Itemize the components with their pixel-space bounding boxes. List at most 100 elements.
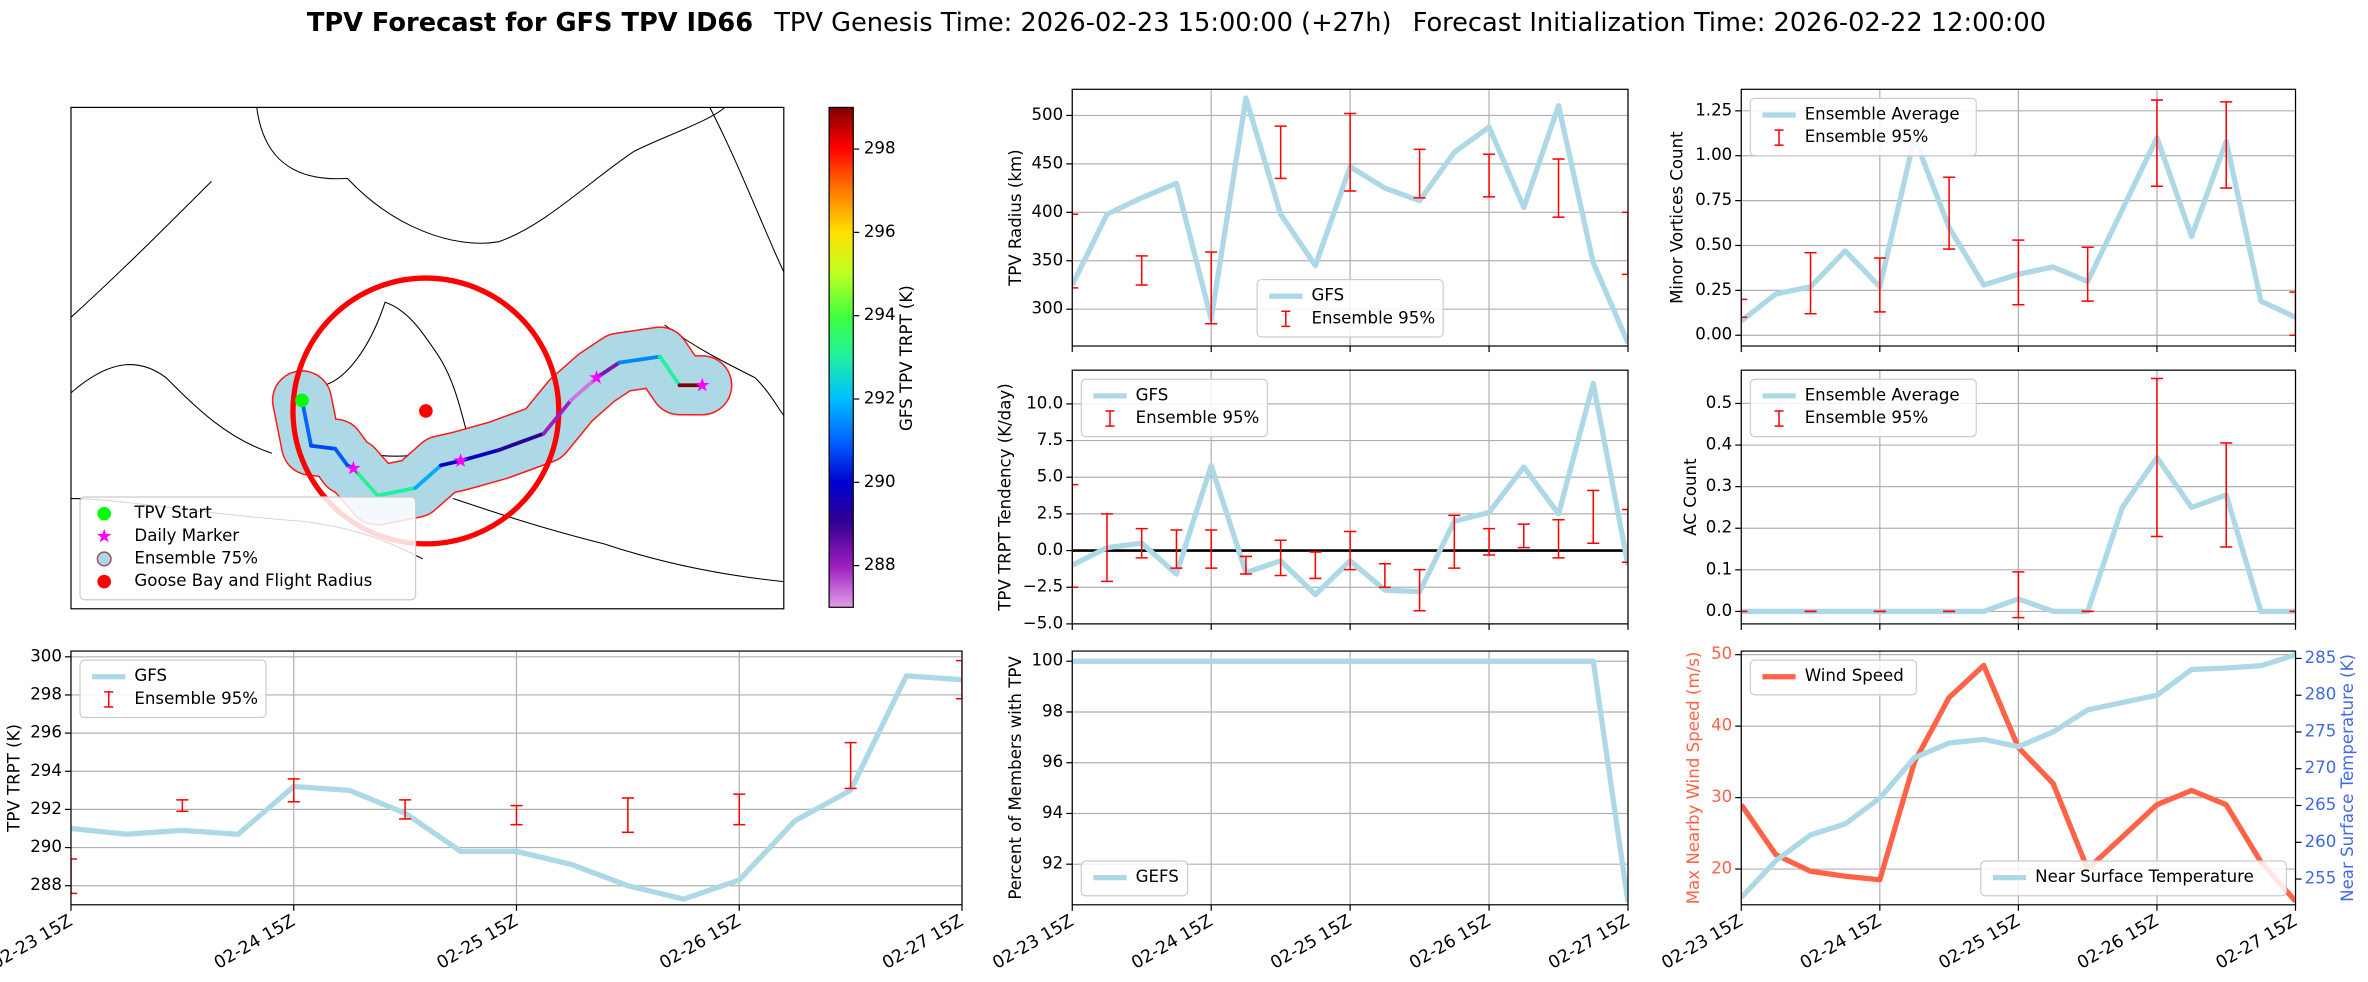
y-tick-label: 20 <box>1711 859 1732 878</box>
plot-area <box>70 659 962 902</box>
axes-frame <box>70 650 963 906</box>
legend-label: Wind Speed <box>1805 666 1904 685</box>
legend-label: GEFS <box>1136 867 1179 886</box>
error-bar <box>1943 176 1956 250</box>
y-tick-label: 0.4 <box>1706 435 1732 454</box>
legend-label: GFS <box>1311 286 1344 305</box>
daily-marker <box>695 377 710 392</box>
legend-marker <box>97 506 111 521</box>
error-bar <box>1804 251 1817 315</box>
x-tick-label: 02-27 15Z <box>2213 911 2301 973</box>
y-axis-label: Percent of Members with TPV <box>1006 656 1025 900</box>
legend-label: Goose Bay and Flight Radius <box>134 571 372 590</box>
y-tick-label: 50 <box>1711 644 1732 663</box>
y-tick-label: −2.5 <box>1023 577 1063 596</box>
y-tick-label: 30 <box>1711 787 1732 806</box>
x-tick-label: 02-24 15Z <box>1128 911 1216 973</box>
plot-area <box>1072 658 1628 903</box>
coastline <box>452 498 784 583</box>
y-tick-label: 0.0 <box>1706 601 1732 620</box>
legend-label: TPV Start <box>133 503 212 522</box>
y-tick-label: 0.50 <box>1695 235 1732 254</box>
legend-box <box>1080 378 1268 438</box>
plot-area <box>1072 380 1628 612</box>
error-bar <box>1483 527 1496 556</box>
error-bar <box>2012 239 2025 306</box>
daily-marker <box>453 453 468 467</box>
error-bar <box>1621 211 1628 276</box>
y-tick-label: 7.5 <box>1037 430 1063 449</box>
axes-frame <box>1740 369 2297 625</box>
y-tick-label: −5.0 <box>1023 613 1063 632</box>
error-bar <box>621 797 634 834</box>
y-tick-label: 1.00 <box>1695 145 1732 164</box>
error-bar <box>844 741 857 790</box>
track-segment <box>333 446 350 468</box>
series-line <box>1072 658 1628 903</box>
title: TPV Forecast for GFS TPV ID66 <box>307 7 753 37</box>
plot-area <box>1741 377 2296 619</box>
daily-marker <box>346 460 361 475</box>
error-bar <box>2012 571 2025 619</box>
y-tick-label: 100 <box>1031 651 1063 670</box>
y-tick-label: 1.25 <box>1695 100 1732 119</box>
colorbar-tick-label: 298 <box>864 139 896 158</box>
legend-marker <box>97 574 111 589</box>
y-axis-label: TPV TRPT (K) <box>5 724 24 833</box>
legend-box <box>1749 97 1977 157</box>
error-bar <box>287 778 300 803</box>
y-tick-label: 0.1 <box>1706 559 1732 578</box>
colorbar-label: GFS TPV TRPT (K) <box>897 285 916 431</box>
legend-label: Near Surface Temperature <box>2035 867 2254 886</box>
figure-title: TPV Forecast for GFS TPV ID66 TPV Genesis… <box>307 7 2046 37</box>
x-tick-label: 02-26 15Z <box>656 911 744 973</box>
x-tick-label: 02-27 15Z <box>1545 911 1633 973</box>
axes-frame <box>1071 369 1629 625</box>
y-axis-label: AC Count <box>1681 458 1700 536</box>
colorbar-tick-label: 290 <box>864 472 896 491</box>
x-tick-label: 02-24 15Z <box>211 911 299 973</box>
y-axis-label: TPV TRPT Tendency (K/day) <box>995 383 1014 612</box>
error-bar <box>2220 442 2233 548</box>
legend-label: Ensemble 95% <box>1805 408 1929 427</box>
track-segment <box>617 354 662 365</box>
legend-label: Ensemble 95% <box>1311 308 1435 327</box>
y-tick-label: 94 <box>1042 803 1063 822</box>
error-bar <box>70 858 78 895</box>
coastline <box>664 107 784 416</box>
error-bar <box>955 659 962 700</box>
y2-axis-label: Near Surface Temperature (K) <box>2338 654 2357 902</box>
error-bar <box>733 793 746 826</box>
y-tick-label: 296 <box>30 723 62 742</box>
y-tick-label: 98 <box>1042 701 1063 720</box>
legend-box <box>79 659 267 719</box>
y-tick-label: 450 <box>1031 153 1063 172</box>
error-bar <box>1205 529 1218 569</box>
track-segment <box>375 486 418 498</box>
x-tick-label: 02-25 15Z <box>1267 911 1355 973</box>
y-tick-label: 298 <box>30 684 62 703</box>
axes-frame <box>1071 88 1629 347</box>
tpv-start <box>295 393 309 408</box>
y-tick-label: 300 <box>1031 299 1063 318</box>
y-tick-label: 10.0 <box>1026 393 1063 412</box>
coastline <box>256 107 726 244</box>
y-tick-label: 280 <box>2305 685 2337 704</box>
track-segment <box>658 354 682 388</box>
error-bar <box>1344 112 1357 192</box>
legend-label: Daily Marker <box>134 526 239 545</box>
error-bar <box>2150 99 2163 187</box>
map-frame <box>70 106 785 610</box>
error-bar <box>1413 148 1426 199</box>
error-bar <box>1378 563 1391 588</box>
x-tick-label: 02-23 15Z <box>0 911 76 973</box>
y-tick-label: 255 <box>2305 869 2337 888</box>
y-tick-label: 40 <box>1711 716 1732 735</box>
colorbar <box>828 106 854 608</box>
y-tick-label: 0.2 <box>1706 518 1732 537</box>
error-bar <box>1448 514 1461 569</box>
error-bar <box>1170 529 1183 569</box>
legend-box <box>1256 278 1444 338</box>
track-segment <box>568 375 599 403</box>
